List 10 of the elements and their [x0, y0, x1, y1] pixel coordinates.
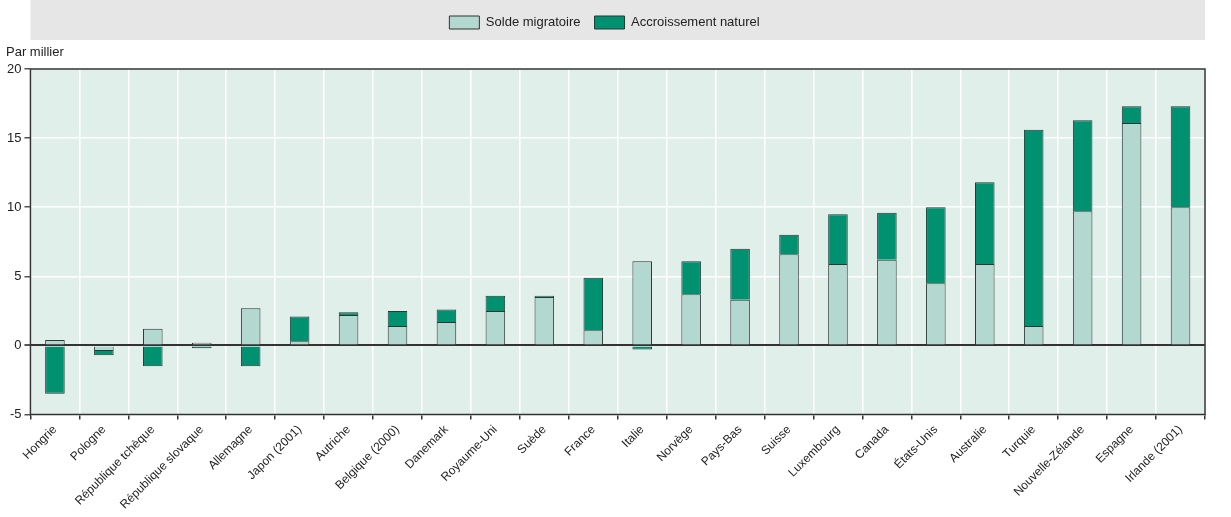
y-tick-label: -5 — [9, 406, 22, 422]
y-tick-label: 10 — [6, 198, 22, 214]
y-axis-title: Par millier — [6, 44, 65, 60]
x-tick-label: Italie — [618, 422, 647, 451]
legend-label: Accroissement naturel — [631, 14, 760, 30]
y-tick-label: 0 — [14, 337, 22, 353]
legend-label: Solde migratoire — [485, 14, 581, 30]
y-tick-label: 20 — [6, 60, 22, 76]
y-tick-label: 5 — [14, 267, 22, 283]
y-tick-label: 15 — [6, 129, 22, 145]
